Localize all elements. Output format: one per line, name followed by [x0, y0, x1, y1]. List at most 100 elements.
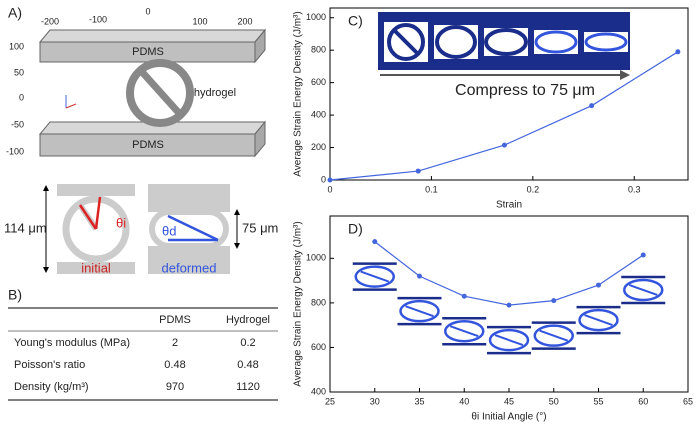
- x-axis-label: θi Initial Angle (°): [471, 412, 546, 423]
- y-tick-label: 200: [311, 142, 326, 152]
- panel-b: B) PDMS Hydrogel: [8, 287, 278, 401]
- table-cell: 0.2: [240, 337, 255, 349]
- icon-bar: [405, 305, 434, 318]
- icon-ring: [488, 328, 530, 352]
- data-point: [596, 282, 601, 288]
- inset-icon: [621, 275, 666, 305]
- y-tick-label: 800: [311, 297, 326, 307]
- data-point: [589, 103, 595, 109]
- y-tick-label: 0: [321, 174, 326, 184]
- inset-icon: [487, 325, 531, 355]
- icon-ring: [444, 319, 485, 343]
- panel-label: B): [8, 287, 22, 303]
- y-tick-label: 400: [311, 386, 326, 396]
- state-label: initial: [81, 260, 111, 275]
- icon-bar: [494, 334, 524, 347]
- plate: [148, 184, 230, 212]
- axis-tick-label: 200: [237, 16, 252, 26]
- axis-tick-label: 50: [14, 67, 24, 77]
- axis-tick-label: 100: [9, 41, 24, 51]
- dimension-label: 114 μm: [4, 220, 47, 235]
- x-tick-label: 50: [549, 396, 559, 406]
- x-tick-label: 0.2: [527, 184, 540, 194]
- inset-icon: [397, 296, 442, 326]
- slab-label: PDMS: [132, 46, 164, 58]
- icon-bar: [449, 325, 479, 338]
- x-tick-label: 0: [327, 184, 332, 194]
- icon-bar: [584, 314, 613, 327]
- inset-cell: [434, 25, 478, 59]
- inset-ring: [584, 32, 628, 52]
- plate: [57, 184, 135, 196]
- y-tick-label: 400: [311, 109, 326, 119]
- slab-label: PDMS: [132, 139, 164, 151]
- ring: [149, 209, 229, 249]
- data-point: [551, 298, 557, 304]
- axis-tick-label: 0: [19, 92, 24, 102]
- plate: [148, 246, 230, 274]
- y-tick-label: 600: [311, 77, 326, 87]
- data-point: [640, 252, 646, 258]
- icon-ring: [399, 299, 440, 323]
- inset-ring: [435, 25, 477, 59]
- annotation: Compress to 75 μm: [455, 82, 595, 99]
- arrow-head: [620, 70, 630, 80]
- data-point: [372, 239, 378, 245]
- angle-line: [167, 214, 219, 242]
- table-cell: 0.48: [164, 359, 185, 371]
- series-line: [329, 51, 679, 181]
- data-point: [417, 273, 422, 279]
- icon-ring: [578, 308, 619, 332]
- axis-tick-label: -100: [89, 14, 107, 24]
- x-axis-label: Strain: [496, 200, 522, 211]
- y-tick-label: 1000: [306, 253, 326, 263]
- x-tick-label: 0.3: [628, 184, 641, 194]
- dimension-label: 75 μm: [242, 220, 278, 235]
- icon-ring: [533, 324, 574, 347]
- axis-tick-label: 100: [192, 16, 207, 26]
- inset-cell: [584, 32, 628, 52]
- axis-tick-label: -50: [11, 119, 24, 129]
- axis-tick-label: 0: [145, 6, 150, 16]
- x-tick-label: 40: [459, 396, 469, 406]
- x-tick-label: 0.1: [425, 184, 438, 194]
- inset-icon: [352, 262, 397, 291]
- angle-line: [78, 204, 98, 230]
- inset-ring: [534, 30, 578, 54]
- x-tick-label: 30: [370, 396, 380, 406]
- y-tick-label: 600: [311, 342, 326, 352]
- row-label: Young's modulus (MPa): [14, 337, 130, 349]
- y-axis-label: Average Strain Energy Density (J/m³): [293, 221, 304, 386]
- slab-top-face: [38, 29, 267, 43]
- angle-line: [94, 196, 102, 230]
- icon-bar: [628, 284, 658, 296]
- panel-label: C): [348, 13, 363, 29]
- table-cell: 970: [166, 381, 184, 393]
- inset-ring: [387, 23, 425, 61]
- table-header: Hydrogel: [226, 314, 270, 326]
- ring: [62, 195, 130, 263]
- icon-bar: [360, 270, 390, 283]
- axis-tick-label: -200: [41, 16, 59, 26]
- icon-ring: [623, 278, 664, 302]
- inset-icon: [442, 316, 487, 346]
- y-axis-label: Average Strain Energy Density (J/m³): [293, 11, 304, 176]
- state-label: deformed: [162, 260, 217, 275]
- table-cell: 1120: [236, 381, 260, 393]
- inset-ring: [484, 28, 528, 56]
- slab-bottom-side: [254, 120, 266, 158]
- y-tick-label: 800: [311, 45, 326, 55]
- table-header: PDMS: [159, 314, 191, 326]
- ring-label: hydrogel: [194, 87, 236, 99]
- series-line: [374, 241, 644, 306]
- x-tick-label: 55: [593, 396, 603, 406]
- plot-frame: [329, 7, 689, 181]
- inset-cell: [534, 30, 578, 54]
- data-point: [506, 302, 512, 308]
- inset-c: Compress to 75 μm: [378, 12, 630, 99]
- panel-label: D): [348, 221, 363, 237]
- icon-bar: [539, 329, 569, 342]
- axis-tick-label: -100: [6, 146, 24, 156]
- y-tick-label: 1000: [306, 12, 326, 22]
- inset-icon: [531, 321, 576, 350]
